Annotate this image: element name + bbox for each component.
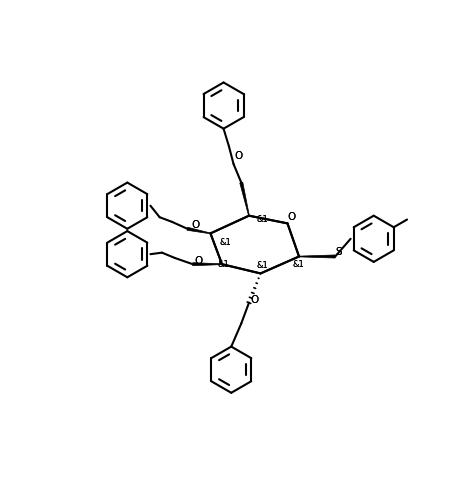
Text: &1: &1 xyxy=(256,261,268,270)
Text: &1: &1 xyxy=(293,260,304,268)
Text: &1: &1 xyxy=(217,260,229,268)
Polygon shape xyxy=(187,228,211,234)
Text: O: O xyxy=(191,220,199,230)
Text: &1: &1 xyxy=(217,260,229,268)
Text: O: O xyxy=(287,212,295,222)
Polygon shape xyxy=(240,182,249,216)
Text: O: O xyxy=(194,256,202,266)
Text: O: O xyxy=(250,295,258,306)
Text: O: O xyxy=(287,212,295,222)
Text: O: O xyxy=(234,151,243,161)
Text: &1: &1 xyxy=(219,238,231,247)
Polygon shape xyxy=(193,263,222,266)
Text: O: O xyxy=(234,151,243,161)
Text: O: O xyxy=(191,220,199,230)
Text: &1: &1 xyxy=(293,260,304,268)
Polygon shape xyxy=(299,255,335,258)
Text: &1: &1 xyxy=(256,215,268,224)
Text: O: O xyxy=(194,256,202,266)
Text: &1: &1 xyxy=(219,238,231,247)
Text: O: O xyxy=(250,295,258,306)
Text: &1: &1 xyxy=(256,215,268,224)
Text: S: S xyxy=(336,247,342,257)
Text: &1: &1 xyxy=(256,261,268,270)
Text: S: S xyxy=(336,247,342,257)
